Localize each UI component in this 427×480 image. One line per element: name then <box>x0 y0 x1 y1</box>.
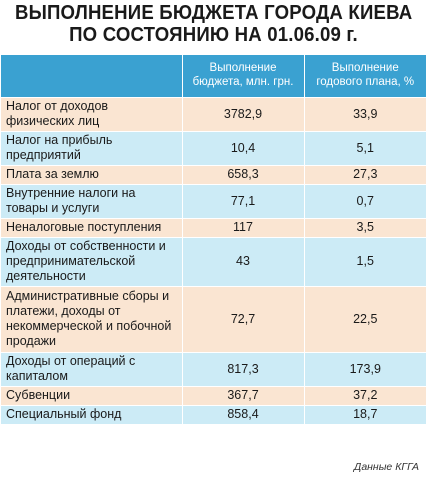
row-budget: 117 <box>182 218 305 238</box>
row-budget: 72,7 <box>182 286 305 353</box>
row-plan: 1,5 <box>304 237 426 287</box>
row-budget: 10,4 <box>182 131 305 166</box>
table-row: Субвенции 367,7 37,2 <box>1 386 426 406</box>
table-row: Налог от доходов физических лиц 3782,9 3… <box>1 97 426 132</box>
source-note: Данные КГГА <box>353 461 419 473</box>
row-budget: 367,7 <box>182 386 305 406</box>
row-plan: 22,5 <box>304 286 426 353</box>
row-budget: 43 <box>182 237 305 287</box>
row-budget: 658,3 <box>182 165 305 185</box>
row-plan: 33,9 <box>304 97 426 132</box>
page-title: ВЫПОЛНЕНИЕ БЮДЖЕТА ГОРОДА КИЕВА ПО СОСТО… <box>15 2 412 46</box>
row-label: Субвенции <box>1 386 183 406</box>
row-label: Внутренние налоги на товары и услуги <box>1 184 183 219</box>
header-plan: Выполнение годового плана, % <box>304 55 426 98</box>
row-label: Административные сборы и платежи, доходы… <box>1 286 183 353</box>
row-plan: 173,9 <box>304 352 426 387</box>
table-row: Налог на прибыль предприятий 10,4 5,1 <box>1 131 426 166</box>
row-label: Специальный фонд <box>1 405 183 425</box>
table-row: Специальный фонд 858,4 18,7 <box>1 405 426 425</box>
row-budget: 77,1 <box>182 184 305 219</box>
title-line-2: ПО СОСТОЯНИЮ НА 01.06.09 г. <box>69 24 358 46</box>
row-plan: 5,1 <box>304 131 426 166</box>
row-label: Доходы от собственности и предпринимател… <box>1 237 183 287</box>
table-header-row: Выполнение бюджета, млн. грн. Выполнение… <box>1 55 426 98</box>
row-label: Налог от доходов физических лиц <box>1 97 183 132</box>
row-label: Плата за землю <box>1 165 183 185</box>
row-label: Доходы от операций с капиталом <box>1 352 183 387</box>
table-row: Неналоговые поступления 117 3,5 <box>1 218 426 238</box>
table-row: Административные сборы и платежи, доходы… <box>1 286 426 353</box>
row-label: Налог на прибыль предприятий <box>1 131 183 166</box>
table-row: Плата за землю 658,3 27,3 <box>1 165 426 185</box>
table-row: Доходы от операций с капиталом 817,3 173… <box>1 352 426 387</box>
table-row: Внутренние налоги на товары и услуги 77,… <box>1 184 426 219</box>
row-plan: 37,2 <box>304 386 426 406</box>
header-budget: Выполнение бюджета, млн. грн. <box>182 55 305 98</box>
row-budget: 858,4 <box>182 405 305 425</box>
row-budget: 817,3 <box>182 352 305 387</box>
row-label: Неналоговые поступления <box>1 218 183 238</box>
row-plan: 18,7 <box>304 405 426 425</box>
budget-table: Выполнение бюджета, млн. грн. Выполнение… <box>1 55 426 425</box>
header-empty <box>1 55 183 98</box>
table-row: Доходы от собственности и предпринимател… <box>1 237 426 287</box>
row-budget: 3782,9 <box>182 97 305 132</box>
row-plan: 27,3 <box>304 165 426 185</box>
row-plan: 0,7 <box>304 184 426 219</box>
row-plan: 3,5 <box>304 218 426 238</box>
title-line-1: ВЫПОЛНЕНИЕ БЮДЖЕТА ГОРОДА КИЕВА <box>14 2 413 24</box>
